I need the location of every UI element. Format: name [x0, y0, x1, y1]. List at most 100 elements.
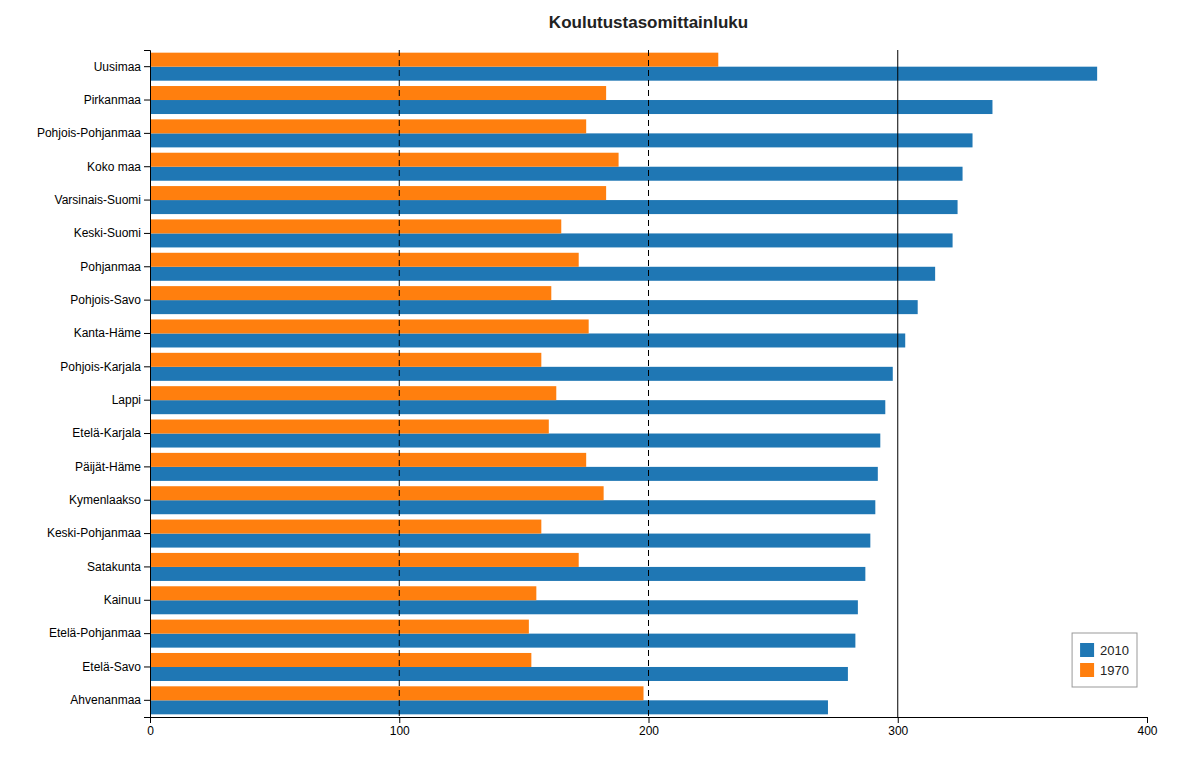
bar: [150, 67, 1097, 81]
y-tick: Kymenlaakso: [69, 493, 150, 507]
y-tick-label: Kainuu: [104, 593, 141, 607]
legend-swatch: [1080, 663, 1094, 677]
y-tick-label: Keski-Pohjanmaa: [47, 526, 141, 540]
legend-label: 2010: [1100, 643, 1129, 658]
y-tick: Etelä-Savo: [82, 660, 150, 674]
x-tick: 400: [1137, 717, 1157, 738]
y-tick-label: Kanta-Häme: [74, 326, 142, 340]
bar-series: [150, 53, 718, 701]
bar: [150, 367, 893, 381]
x-axis: 0100200300400: [147, 717, 1158, 738]
y-tick-mark: [144, 466, 150, 467]
bar: [150, 567, 865, 581]
bar: [150, 467, 878, 481]
bar: [150, 520, 541, 534]
y-tick-label: Pohjanmaa: [80, 260, 141, 274]
bar: [150, 434, 880, 448]
x-tick-mark: [649, 717, 650, 723]
y-tick: Koko maa: [87, 160, 150, 174]
legend-swatch: [1080, 643, 1094, 657]
legend-label: 1970: [1100, 663, 1129, 678]
y-tick-label: Etelä-Pohjanmaa: [49, 626, 141, 640]
y-tick: Ahvenanmaa: [70, 693, 150, 707]
y-tick-label: Varsinais-Suomi: [55, 193, 141, 207]
bar: [150, 500, 875, 514]
y-tick: Satakunta: [87, 560, 150, 574]
x-tick-mark: [898, 717, 899, 723]
bar: [150, 586, 536, 600]
bar: [150, 486, 604, 500]
y-tick: Etelä-Pohjanmaa: [49, 626, 150, 640]
bar: [150, 553, 579, 567]
x-tick-label: 200: [639, 724, 659, 738]
y-tick-label: Koko maa: [87, 160, 141, 174]
bar: [150, 600, 858, 614]
y-tick-label: Satakunta: [87, 560, 141, 574]
bar: [150, 620, 529, 634]
bar: [150, 420, 549, 434]
y-axis: UusimaaPirkanmaaPohjois-PohjanmaaKoko ma…: [37, 51, 151, 718]
y-tick: Etelä-Karjala: [72, 426, 150, 440]
bar: [150, 200, 958, 214]
y-tick: Kainuu: [104, 593, 150, 607]
y-tick-mark: [144, 333, 150, 334]
bar: [150, 386, 556, 400]
y-tick-mark: [144, 500, 150, 501]
bar: [150, 300, 918, 314]
y-tick: Päijät-Häme: [75, 460, 150, 474]
bar: [150, 100, 992, 114]
bar: [150, 534, 870, 548]
reference-line: [399, 50, 400, 717]
y-tick: Lappi: [112, 393, 150, 407]
bar: [150, 667, 848, 681]
x-tick-label: 400: [1137, 724, 1157, 738]
title: Koulutustasomittainluku: [549, 13, 748, 32]
x-tick-mark: [399, 717, 400, 723]
bar: [150, 319, 589, 333]
legend-box: [1072, 633, 1137, 687]
y-tick-mark: [144, 533, 150, 534]
bar: [150, 400, 885, 414]
y-tick-label: Etelä-Savo: [82, 660, 141, 674]
y-tick-label: Etelä-Karjala: [72, 426, 141, 440]
y-tick: Uusimaa: [94, 60, 150, 74]
bar: [150, 653, 531, 667]
y-tick-mark: [144, 233, 150, 234]
y-tick: Keski-Suomi: [74, 226, 150, 240]
y-tick-label: Päijät-Häme: [75, 460, 141, 474]
bar: [150, 233, 953, 247]
y-tick-label: Kymenlaakso: [69, 493, 141, 507]
y-tick-mark: [144, 266, 150, 267]
y-tick-label: Uusimaa: [94, 60, 142, 74]
y-tick-label: Pohjois-Savo: [70, 293, 141, 307]
y-tick: Pohjois-Karjala: [60, 360, 150, 374]
bar: [150, 133, 973, 147]
reference-line: [648, 50, 649, 717]
x-tick-label: 100: [390, 724, 410, 738]
bar: [150, 167, 963, 181]
bar: [150, 119, 586, 133]
bar: [150, 333, 905, 347]
x-tick-label: 300: [888, 724, 908, 738]
y-tick-mark: [144, 566, 150, 567]
reference-line: [897, 50, 898, 717]
y-tick-mark: [144, 366, 150, 367]
y-tick-mark: [144, 600, 150, 601]
bar: [150, 700, 828, 714]
y-tick-mark: [144, 66, 150, 67]
y-tick: Pohjanmaa: [80, 260, 150, 274]
bar: [150, 267, 935, 281]
y-tick-mark: [144, 633, 150, 634]
chart: 0100200300400UusimaaPirkanmaaPohjois-Poh…: [0, 0, 1177, 757]
x-axis-line: [151, 718, 1148, 724]
x-tick: 300: [888, 717, 908, 738]
y-tick: Pirkanmaa: [84, 93, 150, 107]
y-tick: Kanta-Häme: [74, 326, 150, 340]
y-tick-mark: [144, 433, 150, 434]
bar: [150, 634, 855, 648]
y-axis-line: [144, 51, 151, 718]
y-tick-mark: [144, 400, 150, 401]
y-tick-label: Ahvenanmaa: [70, 693, 141, 707]
bar: [150, 153, 619, 167]
bar: [150, 453, 586, 467]
